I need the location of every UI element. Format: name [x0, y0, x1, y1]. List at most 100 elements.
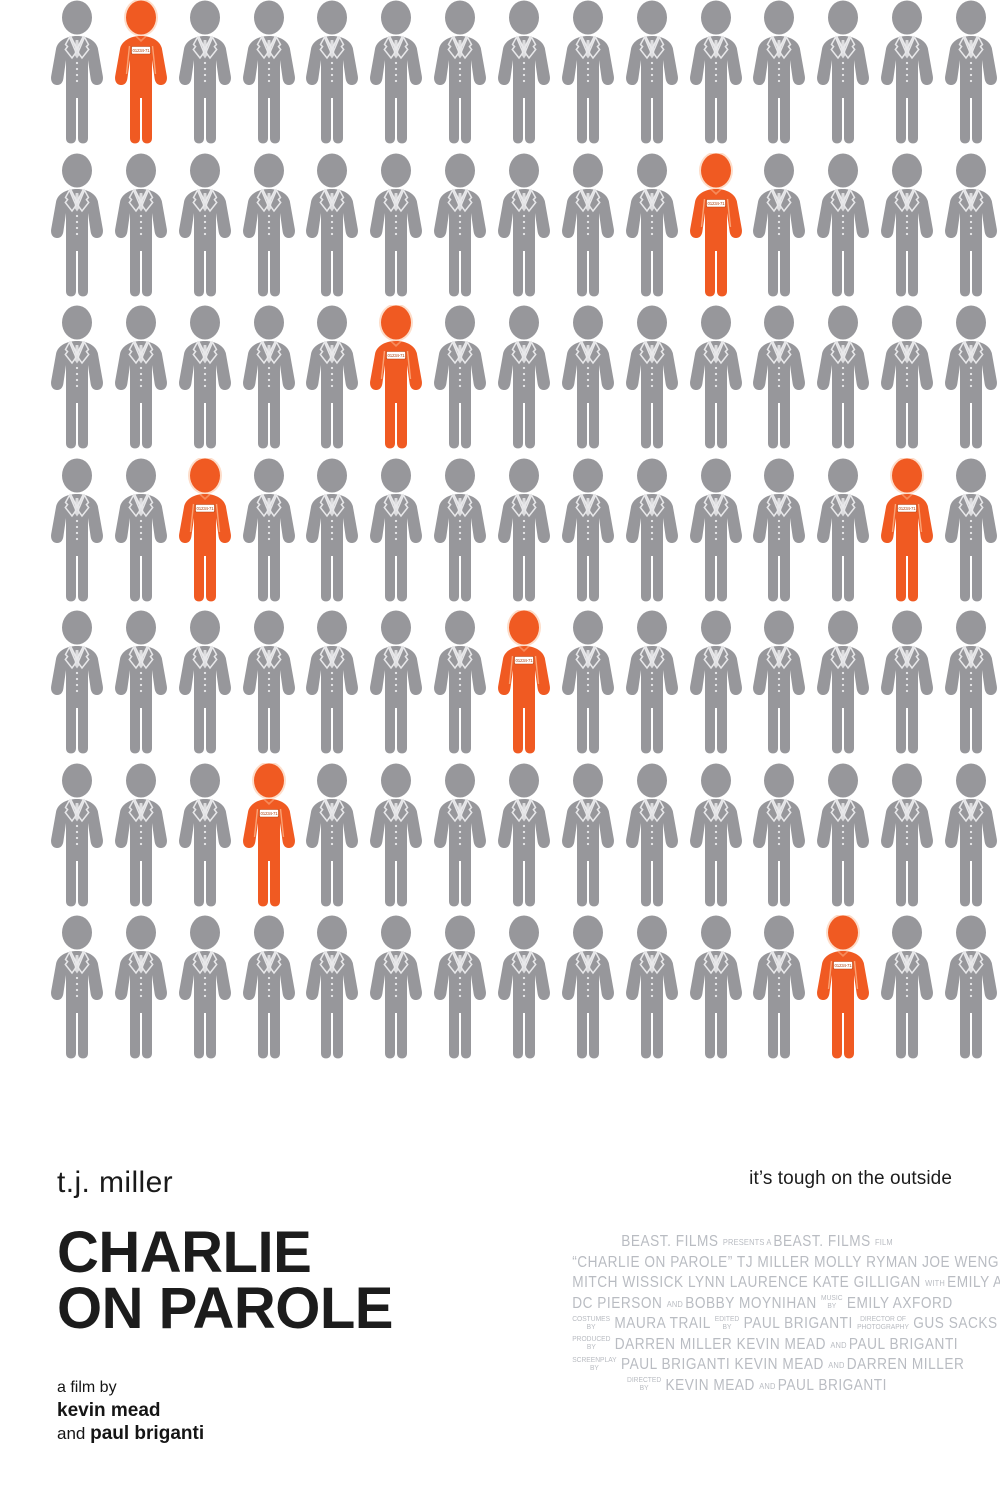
- svg-text:01234-71: 01234-71: [388, 353, 406, 358]
- businessman-grey-suit: [110, 305, 172, 450]
- businessman-grey-suit: [365, 458, 427, 603]
- businessman-grey-suit: [621, 763, 683, 908]
- businessman-grey-suit: [429, 153, 491, 298]
- businessman-grey-suit: [429, 0, 491, 145]
- businessman-grey-suit: [238, 305, 300, 450]
- businessman-grey-suit: [685, 0, 747, 145]
- credit-name: BOBBY MOYNIHAN: [685, 1294, 822, 1312]
- title-group: t.j. miller CHARLIE ON PAROLE a film by …: [57, 1166, 527, 1446]
- crowd-row: 01234-71: [0, 152, 1000, 306]
- credit-name: DC PIERSON: [572, 1294, 667, 1312]
- businessman-grey-suit: [174, 305, 236, 450]
- crowd-row: 01234-71: [0, 915, 1000, 1068]
- businessman-grey-suit: [940, 153, 1000, 298]
- svg-text:01234-71: 01234-71: [707, 201, 725, 206]
- credit-name: DARREN MILLER: [846, 1356, 965, 1373]
- credit-name: EMILY AXFORD: [947, 1274, 1000, 1291]
- credit-line: PRODUCED BY DARREN MILLER KEVIN MEAD AND …: [572, 1334, 957, 1356]
- crowd-illustration: 01234-71: [0, 0, 1000, 1068]
- credit-name: BEAST. FILMS: [773, 1233, 876, 1250]
- credit-line: “CHARLIE ON PAROLE” TJ MILLER MOLLY RYMA…: [572, 1253, 1000, 1274]
- inmate-orange-jumpsuit: 01234-71: [110, 0, 172, 145]
- svg-text:01234-71: 01234-71: [516, 658, 534, 663]
- businessman-grey-suit: [812, 610, 874, 755]
- businessman-grey-suit: [110, 915, 172, 1060]
- businessman-grey-suit: [238, 458, 300, 603]
- businessman-grey-suit: [301, 458, 363, 603]
- businessman-grey-suit: [748, 915, 810, 1060]
- businessman-grey-suit: [46, 153, 108, 298]
- businessman-grey-suit: [940, 458, 1000, 603]
- billing-block: t.j. miller CHARLIE ON PAROLE a film by …: [0, 1140, 1000, 1500]
- director-name-2-text: paul briganti: [90, 1423, 205, 1445]
- businessman-grey-suit: [812, 458, 874, 603]
- crowd-row: 01234-71: [0, 305, 1000, 458]
- businessman-grey-suit: [685, 763, 747, 908]
- credit-role-label: COSTUMES BY: [572, 1313, 611, 1331]
- title-line-1: CHARLIE: [57, 1220, 312, 1285]
- businessman-grey-suit: [812, 0, 874, 145]
- star-name: t.j. miller: [57, 1166, 174, 1199]
- businessman-grey-suit: [301, 915, 363, 1060]
- businessman-grey-suit: [301, 0, 363, 145]
- businessman-grey-suit: [429, 458, 491, 603]
- credit-line: DC PIERSON AND BOBBY MOYNIHAN MUSIC BY EM…: [572, 1293, 952, 1315]
- crowd-row: 01234-71: [0, 762, 1000, 916]
- credit-connector: FILM: [875, 1236, 893, 1247]
- credit-name: GUS SACKS: [913, 1315, 998, 1332]
- businessman-grey-suit: [621, 915, 683, 1060]
- businessman-grey-suit: [557, 305, 619, 450]
- inmate-orange-jumpsuit: 01234-71: [365, 305, 427, 450]
- svg-text:01234-71: 01234-71: [899, 506, 917, 511]
- businessman-grey-suit: [110, 763, 172, 908]
- credit-role-label: EDITED BY: [714, 1313, 740, 1331]
- credit-name: MITCH WISSICK LYNN LAURENCE KATE GILLIGA…: [572, 1274, 926, 1291]
- tagline: it’s tough on the outside: [749, 1168, 952, 1189]
- film-by-label: a film by: [57, 1378, 117, 1396]
- businessman-grey-suit: [238, 915, 300, 1060]
- businessman-grey-suit: [174, 0, 236, 145]
- businessman-grey-suit: [685, 610, 747, 755]
- businessman-grey-suit: [748, 305, 810, 450]
- credit-connector: A: [764, 1236, 774, 1247]
- businessman-grey-suit: [748, 0, 810, 145]
- credit-role-label: DIRECTOR OF PHOTOGRAPHY: [857, 1313, 909, 1331]
- businessman-grey-suit: [110, 610, 172, 755]
- credit-name: MAURA TRAIL: [614, 1315, 715, 1332]
- businessman-grey-suit: [429, 610, 491, 755]
- businessman-grey-suit: [110, 153, 172, 298]
- credit-name: PAUL BRIGANTI: [777, 1376, 887, 1394]
- businessman-grey-suit: [301, 763, 363, 908]
- businessman-grey-suit: [365, 915, 427, 1060]
- businessman-grey-suit: [876, 153, 938, 298]
- businessman-grey-suit: [238, 0, 300, 145]
- businessman-grey-suit: [301, 153, 363, 298]
- businessman-grey-suit: [621, 458, 683, 603]
- businessman-grey-suit: [940, 763, 1000, 908]
- inmate-orange-jumpsuit: 01234-71: [812, 915, 874, 1060]
- inmate-orange-jumpsuit: 01234-71: [238, 762, 300, 908]
- inmate-orange-jumpsuit: 01234-71: [174, 457, 236, 603]
- credits-billing-block: BEAST. FILMS PRESENTS A BEAST. FILMS FIL…: [547, 1232, 1000, 1396]
- businessman-grey-suit: [46, 458, 108, 603]
- crowd-row: 01234-71: [0, 610, 1000, 763]
- businessman-grey-suit: [429, 305, 491, 450]
- businessman-grey-suit: [493, 763, 555, 908]
- businessman-grey-suit: [493, 458, 555, 603]
- businessman-grey-suit: [238, 610, 300, 755]
- businessman-grey-suit: [493, 915, 555, 1060]
- businessman-grey-suit: [685, 915, 747, 1060]
- businessman-grey-suit: [301, 305, 363, 450]
- page-title: CHARLIE ON PAROLE: [57, 1220, 527, 1338]
- credit-role-label: PRODUCED BY: [572, 1334, 611, 1352]
- businessman-grey-suit: [621, 0, 683, 145]
- businessman-grey-suit: [365, 763, 427, 908]
- credit-connector: PRESENTS: [722, 1236, 765, 1247]
- director-conjunction: and: [57, 1424, 91, 1444]
- businessman-grey-suit: [748, 610, 810, 755]
- businessman-grey-suit: [365, 610, 427, 755]
- businessman-grey-suit: [557, 458, 619, 603]
- businessman-grey-suit: [365, 0, 427, 145]
- businessman-grey-suit: [812, 763, 874, 908]
